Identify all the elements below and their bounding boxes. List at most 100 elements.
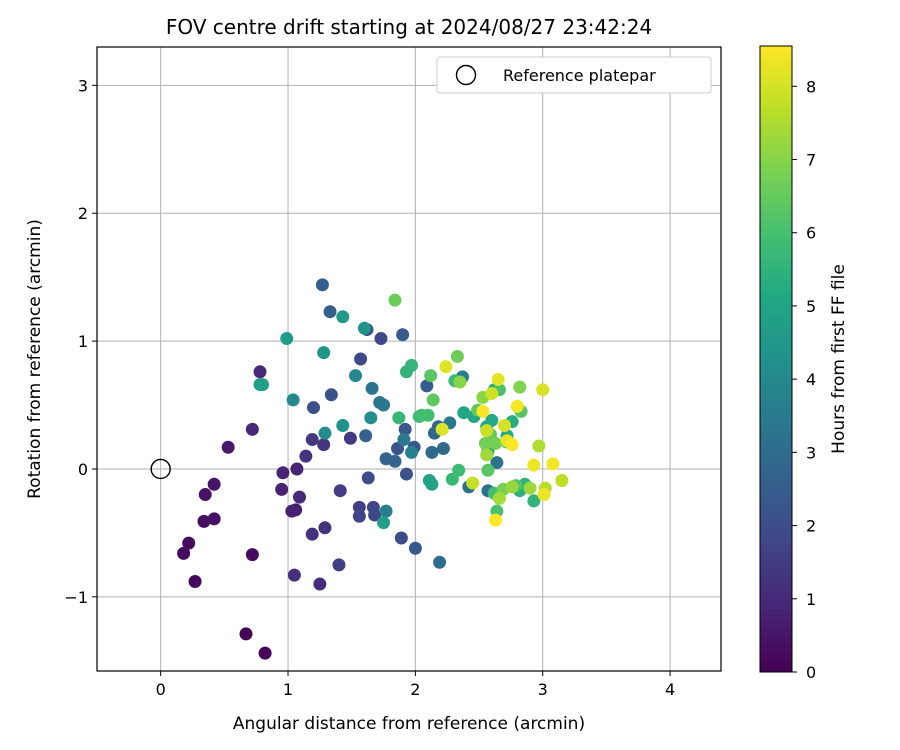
colorbar-tick-label: 2 bbox=[806, 517, 816, 536]
data-point bbox=[313, 577, 327, 591]
data-point bbox=[197, 514, 211, 528]
data-point bbox=[332, 558, 346, 572]
data-point bbox=[318, 426, 332, 440]
data-point bbox=[408, 541, 422, 555]
data-point bbox=[527, 458, 541, 472]
data-point bbox=[306, 401, 320, 415]
colorbar-tick-label: 4 bbox=[806, 370, 816, 389]
data-point bbox=[365, 381, 379, 395]
data-point bbox=[513, 380, 527, 394]
x-tick-label: 4 bbox=[665, 680, 675, 699]
data-point bbox=[207, 477, 221, 491]
data-point bbox=[359, 429, 373, 443]
data-point bbox=[489, 436, 503, 450]
data-point bbox=[253, 365, 267, 379]
data-point bbox=[532, 439, 546, 453]
data-point bbox=[388, 293, 402, 307]
data-point bbox=[480, 424, 494, 438]
data-point bbox=[490, 456, 504, 470]
data-point bbox=[523, 481, 537, 495]
data-point bbox=[498, 418, 512, 432]
legend-marker bbox=[455, 64, 477, 86]
data-point bbox=[398, 422, 412, 436]
data-point bbox=[317, 438, 331, 452]
data-point bbox=[425, 445, 439, 459]
data-point bbox=[352, 509, 366, 523]
colorbar-tick-label: 5 bbox=[806, 297, 816, 316]
data-point bbox=[323, 305, 337, 319]
data-point bbox=[397, 433, 411, 447]
data-point bbox=[457, 406, 471, 420]
data-point bbox=[336, 418, 350, 432]
data-point bbox=[318, 521, 332, 535]
data-point bbox=[527, 494, 541, 508]
data-point bbox=[394, 531, 408, 545]
data-point bbox=[357, 321, 371, 335]
data-point bbox=[292, 490, 306, 504]
y-tick-label: 3 bbox=[78, 76, 88, 95]
legend: Reference platepar bbox=[436, 56, 712, 94]
data-point bbox=[305, 527, 319, 541]
data-point bbox=[374, 332, 388, 346]
data-point bbox=[399, 467, 413, 481]
colorbar-tick-label: 8 bbox=[806, 77, 816, 96]
data-point bbox=[280, 332, 294, 346]
plot-frame bbox=[96, 46, 722, 672]
data-point bbox=[361, 471, 375, 485]
x-axis-ticks: 0 1 2 3 4 bbox=[156, 671, 675, 699]
data-points bbox=[177, 278, 569, 660]
colorbar-ticks: 0 1 2 3 4 5 6 7 8 bbox=[792, 77, 816, 682]
data-point bbox=[317, 346, 331, 360]
data-point bbox=[352, 500, 366, 514]
data-point bbox=[182, 536, 196, 550]
data-point bbox=[555, 473, 569, 487]
data-point bbox=[439, 360, 453, 374]
data-point bbox=[426, 393, 440, 407]
data-point bbox=[256, 378, 270, 392]
data-point bbox=[276, 466, 290, 480]
data-point bbox=[492, 491, 506, 505]
colorbar-tick-label: 0 bbox=[806, 663, 816, 682]
data-point bbox=[336, 310, 350, 324]
data-point bbox=[476, 404, 490, 418]
colorbar-label: Hours from first FF file bbox=[829, 264, 849, 454]
data-point bbox=[290, 462, 304, 476]
data-point bbox=[453, 375, 467, 389]
data-point bbox=[466, 476, 480, 490]
chart-title: FOV centre drift starting at 2024/08/27 … bbox=[166, 15, 652, 39]
x-tick-label: 2 bbox=[410, 680, 420, 699]
data-point bbox=[510, 399, 524, 413]
data-point bbox=[480, 448, 494, 462]
data-point bbox=[305, 433, 319, 447]
data-point bbox=[285, 504, 299, 518]
data-point bbox=[287, 568, 301, 582]
data-point bbox=[188, 574, 202, 588]
data-point bbox=[245, 548, 259, 562]
colorbar-tick-label: 1 bbox=[806, 590, 816, 609]
data-point bbox=[315, 278, 329, 292]
data-point bbox=[377, 516, 391, 530]
data-point bbox=[349, 369, 363, 383]
x-axis-label: Angular distance from reference (arcmin) bbox=[233, 714, 585, 734]
reference-point bbox=[150, 458, 171, 480]
data-point bbox=[388, 454, 402, 468]
data-point bbox=[433, 555, 447, 569]
data-point bbox=[198, 488, 212, 502]
colorbar-tick-label: 3 bbox=[806, 443, 816, 462]
data-point bbox=[177, 546, 191, 560]
y-axis-label: Rotation from reference (arcmin) bbox=[25, 219, 45, 499]
data-point bbox=[354, 352, 368, 366]
data-point bbox=[485, 413, 499, 427]
data-point bbox=[424, 369, 438, 383]
data-point bbox=[207, 512, 221, 526]
data-point bbox=[405, 445, 419, 459]
y-axis-ticks: −1 0 1 2 3 bbox=[64, 76, 97, 607]
data-point bbox=[505, 438, 519, 452]
legend-box bbox=[436, 56, 712, 94]
data-point bbox=[435, 422, 449, 436]
data-point bbox=[245, 422, 259, 436]
data-point bbox=[221, 440, 235, 454]
data-point bbox=[368, 508, 382, 522]
colorbar-tick-label: 7 bbox=[806, 150, 816, 169]
